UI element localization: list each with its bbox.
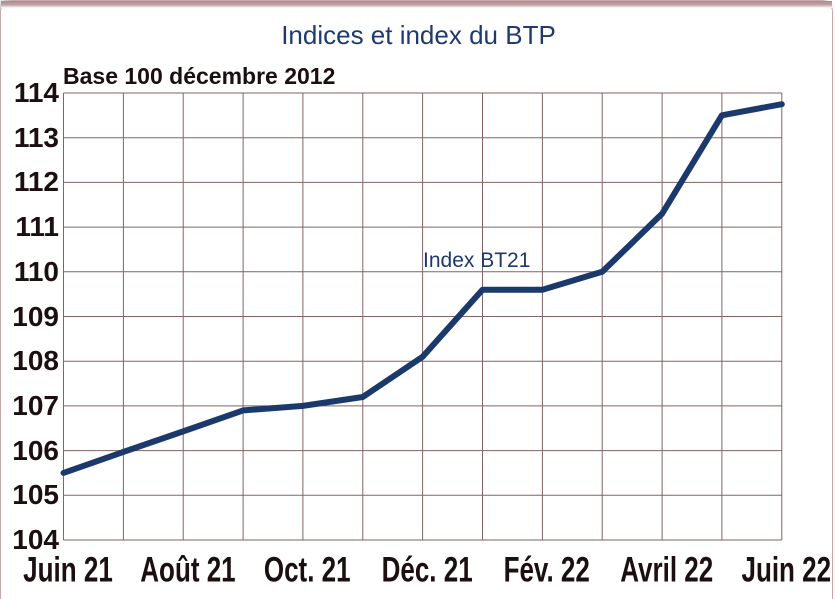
svg-text:Index BT21: Index BT21 bbox=[423, 249, 530, 272]
